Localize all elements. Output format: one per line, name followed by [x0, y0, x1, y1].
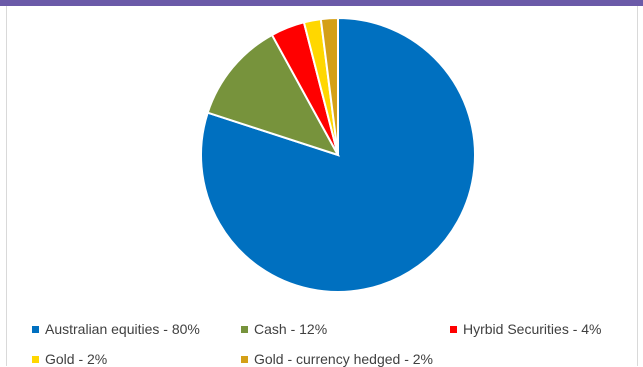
pie-slice-cash [206, 33, 341, 157]
pie-slice-gold-currency-hedged [319, 16, 339, 156]
top-accent-bar [0, 0, 643, 6]
chart-frame [6, 6, 638, 366]
